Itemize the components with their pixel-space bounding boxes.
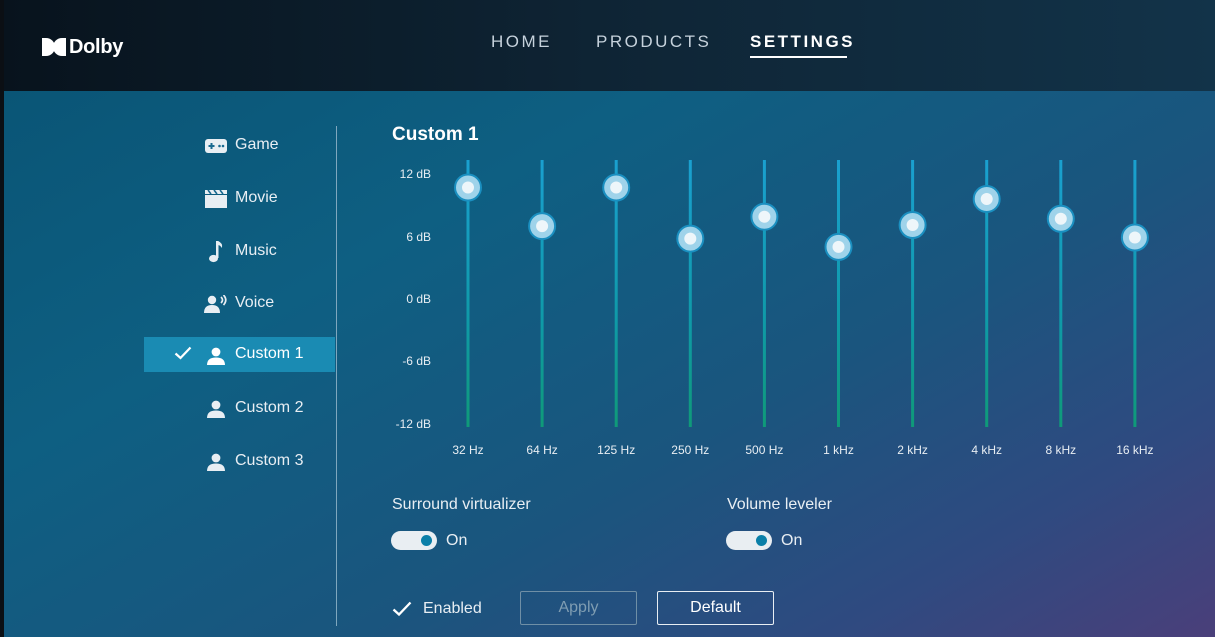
slider-track[interactable]: [540, 160, 544, 427]
sidebar-item-custom-2[interactable]: Custom 2: [144, 391, 335, 426]
equalizer-title: Custom 1: [392, 124, 479, 145]
brand-name: Dolby: [69, 35, 124, 58]
db-label: 6 dB: [406, 230, 431, 244]
slider-track[interactable]: [837, 160, 840, 427]
default-button[interactable]: Default: [657, 591, 774, 625]
slider-knob-2-khz[interactable]: [898, 211, 927, 240]
frequency-label: 125 Hz: [597, 443, 636, 457]
slider-knob-250-hz[interactable]: [676, 224, 705, 253]
check-icon: [174, 346, 192, 365]
music-note-icon: [204, 241, 228, 263]
frequency-label: 500 Hz: [745, 443, 784, 457]
slider-knob-4-khz[interactable]: [972, 185, 1001, 213]
sidebar-item-label: Custom 3: [235, 452, 304, 469]
frequency-label: 4 kHz: [971, 443, 1003, 457]
enabled-checkbox[interactable]: Enabled: [392, 598, 482, 620]
sidebar-item-game[interactable]: Game: [144, 128, 335, 163]
sidebar-item-label: Voice: [235, 294, 275, 311]
slider-knob-1-khz[interactable]: [824, 232, 853, 261]
toggle-knob: [421, 535, 432, 546]
slider-track[interactable]: [911, 160, 915, 427]
person-icon: [204, 399, 228, 419]
nav-settings[interactable]: SETTINGS: [750, 32, 856, 51]
check-icon: [392, 601, 412, 617]
apply-button[interactable]: Apply: [520, 591, 637, 625]
nav-products[interactable]: PRODUCTS: [596, 32, 712, 51]
clapperboard-icon: [204, 189, 228, 209]
sidebar-item-label: Custom 1: [235, 345, 304, 362]
sidebar-item-label: Game: [235, 136, 279, 153]
db-label: -6 dB: [402, 354, 431, 368]
nav-home[interactable]: HOME: [491, 32, 552, 51]
sidebar-item-custom-1[interactable]: Custom 1: [144, 337, 335, 372]
sidebar-item-label: Music: [235, 242, 277, 259]
person-icon: [204, 452, 228, 472]
voice-person-icon: [204, 294, 228, 314]
slider-knob-8-khz[interactable]: [1046, 204, 1075, 233]
surround-virtualizer-toggle[interactable]: [391, 531, 437, 550]
volume-leveler-state: On: [781, 532, 803, 549]
settings-panel: Game Movie Music Voice Custom 1 Custom 2: [4, 91, 1215, 637]
frequency-label: 1 kHz: [823, 443, 854, 457]
surround-virtualizer-label: Surround virtualizer: [392, 496, 531, 513]
top-nav: HOME PRODUCTS SETTINGS: [4, 32, 1215, 62]
sidebar-item-voice[interactable]: Voice: [144, 286, 335, 321]
db-label: 0 dB: [406, 292, 431, 306]
db-label: 12 dB: [399, 167, 431, 181]
slider-track[interactable]: [1059, 160, 1063, 427]
surround-virtualizer-state: On: [446, 532, 468, 549]
sidebar-divider: [336, 126, 337, 626]
dolby-logo[interactable]: Dolby: [42, 36, 123, 58]
db-label: -12 dB: [395, 417, 431, 431]
toggle-knob: [756, 535, 767, 546]
sidebar-item-custom-3[interactable]: Custom 3: [144, 444, 335, 479]
frequency-label: 8 kHz: [1045, 443, 1077, 457]
dolby-double-d-icon: [42, 38, 66, 56]
frequency-label: 2 kHz: [897, 443, 928, 457]
header: Dolby HOME PRODUCTS SETTINGS: [4, 0, 1215, 91]
volume-leveler-label: Volume leveler: [727, 496, 832, 513]
person-icon: [204, 346, 228, 366]
gamepad-icon: [204, 136, 228, 156]
nav-active-underline: [750, 56, 847, 58]
sidebar-item-movie[interactable]: Movie: [144, 181, 335, 216]
frequency-label: 250 Hz: [671, 443, 710, 457]
frequency-label: 32 Hz: [452, 443, 484, 457]
sidebar-item-label: Custom 2: [235, 399, 304, 416]
slider-track[interactable]: [614, 160, 618, 427]
slider-track[interactable]: [985, 160, 989, 427]
slider-knob-500-hz[interactable]: [750, 202, 779, 231]
enabled-label: Enabled: [423, 600, 482, 617]
frequency-label: 16 kHz: [1116, 443, 1154, 457]
slider-track[interactable]: [688, 160, 692, 427]
slider-track[interactable]: [1133, 160, 1137, 427]
slider-knob-125-hz[interactable]: [602, 173, 631, 202]
volume-leveler-toggle[interactable]: [726, 531, 772, 550]
frequency-label: 64 Hz: [526, 443, 558, 457]
slider-knob-32-hz[interactable]: [454, 173, 482, 202]
sidebar-item-music[interactable]: Music: [144, 234, 335, 269]
sidebar-item-label: Movie: [235, 189, 278, 206]
slider-track[interactable]: [466, 160, 470, 427]
slider-knob-16-khz[interactable]: [1120, 223, 1149, 252]
slider-track[interactable]: [762, 160, 766, 427]
equalizer-sliders: [454, 160, 1149, 427]
slider-knob-64-hz[interactable]: [528, 212, 557, 241]
